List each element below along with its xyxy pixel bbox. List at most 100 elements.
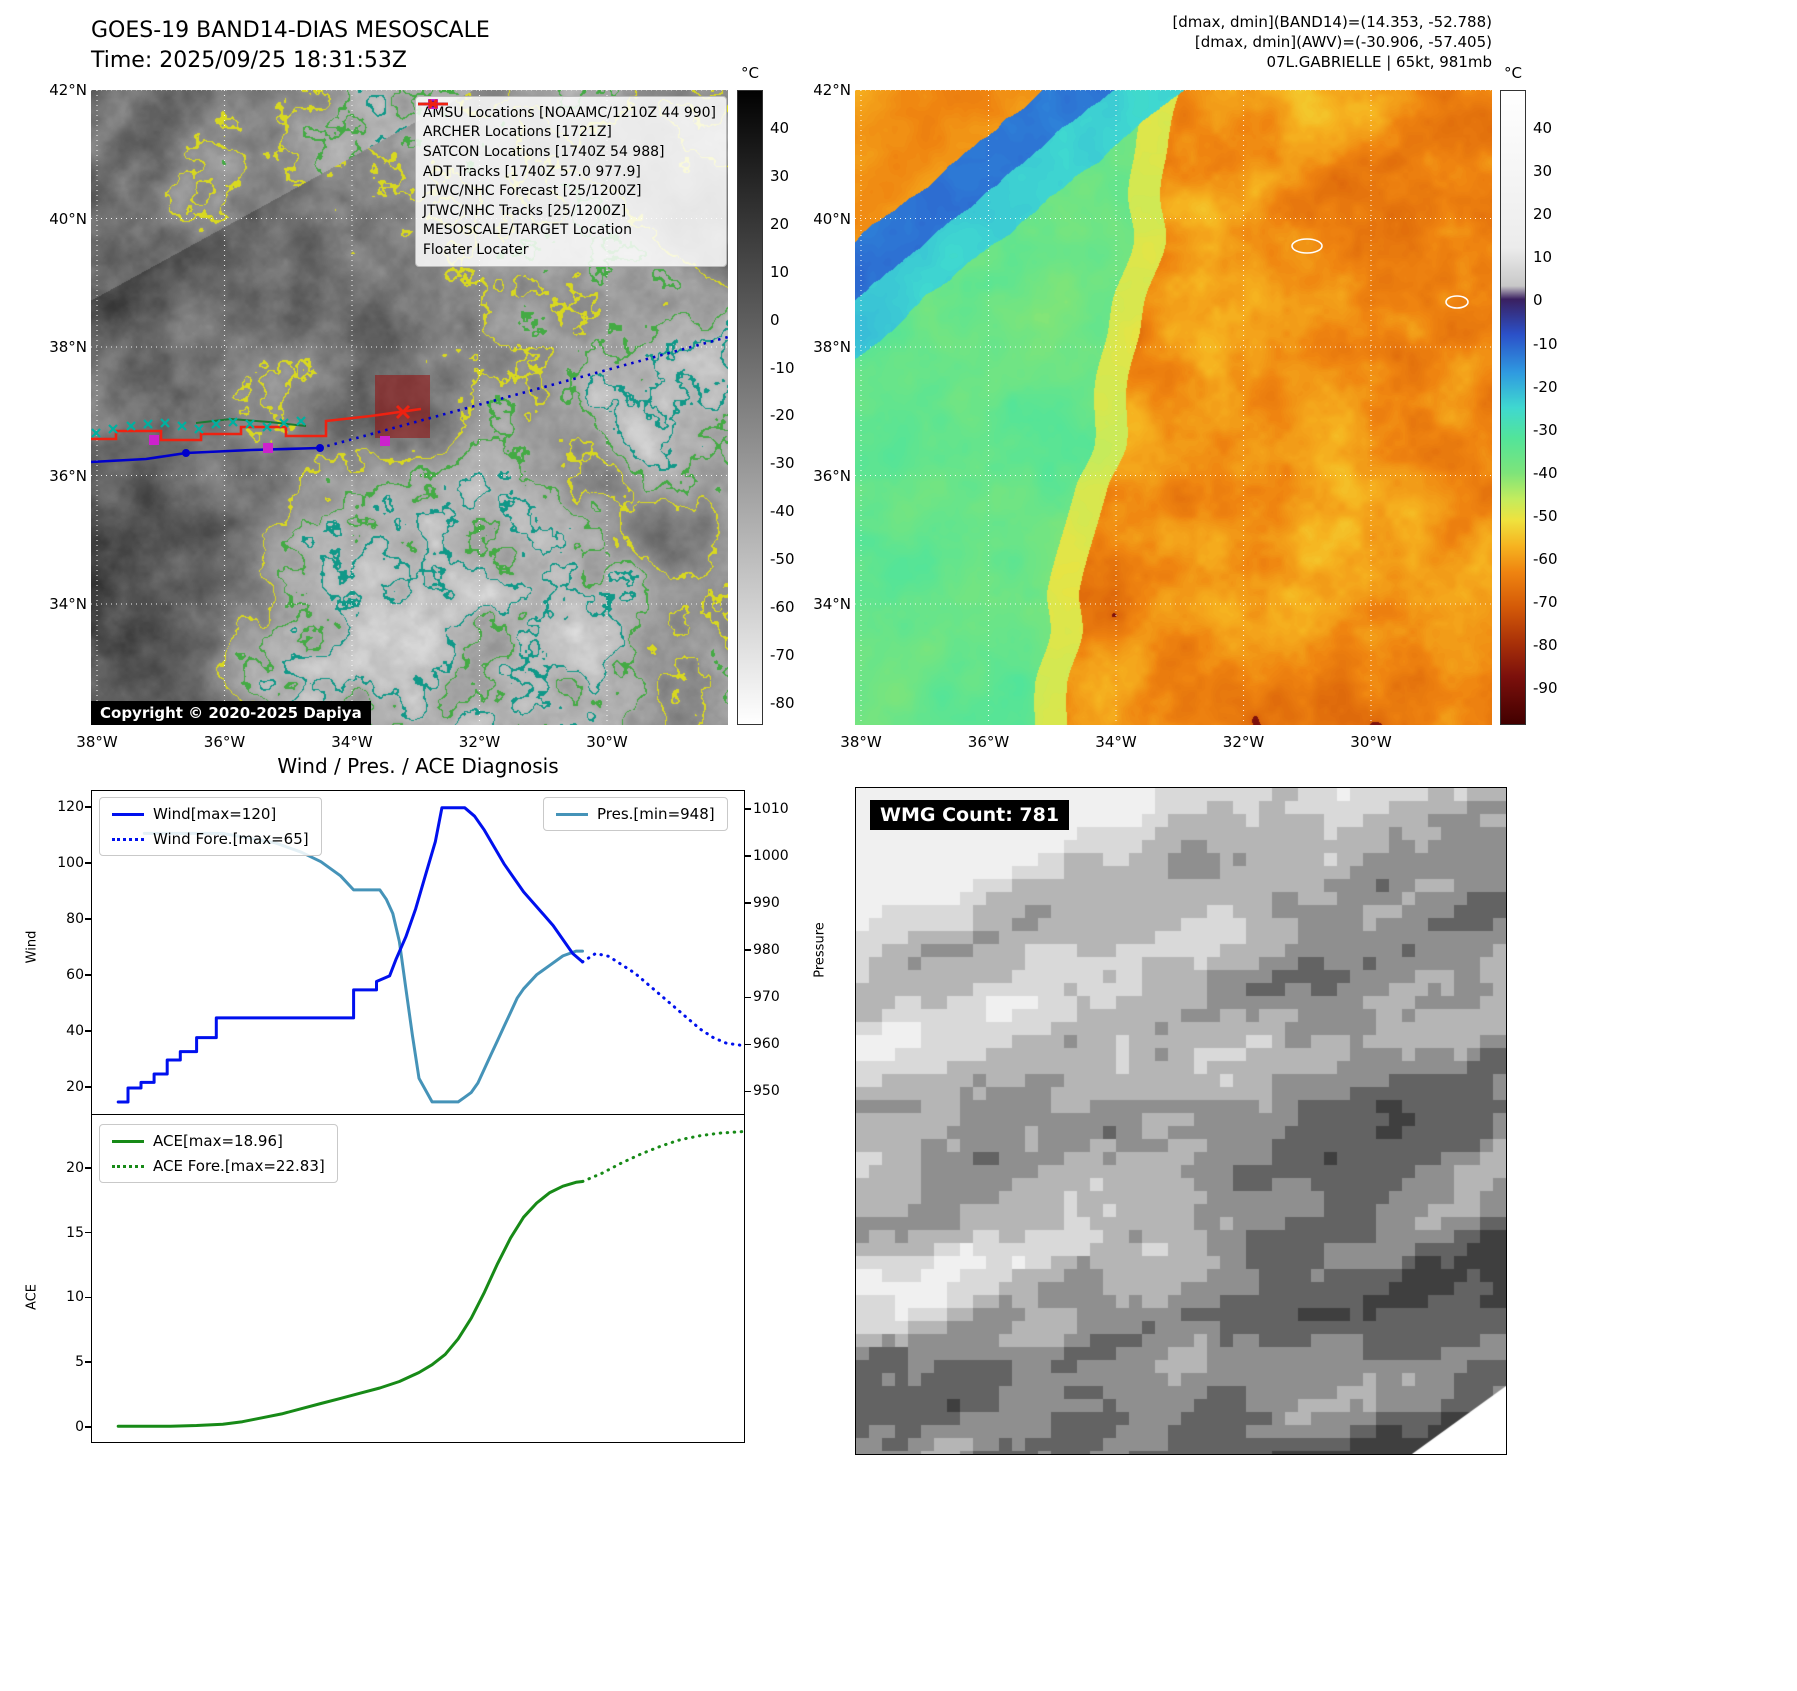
satcon-x-marker: [91, 428, 101, 438]
wind-forecast-line-sample-icon: [112, 837, 144, 841]
ace-fore-legend-label: ACE Fore.[max=22.83]: [153, 1157, 325, 1175]
awv-colorbar-tick-13: -90: [1533, 679, 1558, 698]
pressure-legend: Pres.[min=948]: [543, 797, 728, 831]
awv-colorbar-tick-0: 40: [1533, 119, 1553, 137]
ace-forecast-line-sample-icon: [112, 1164, 144, 1168]
pressure-ytickmark-5: [745, 855, 751, 857]
band14-map: AMSU Locations [NOAAMC/1210Z 44 990] ARCH…: [91, 90, 728, 725]
legend-item: AMSU Locations [NOAAMC/1210Z 44 990]: [422, 99, 716, 123]
awv-lon-tick-1: 36°W: [967, 733, 1010, 751]
band14-colorbar-unit: °C: [741, 64, 759, 82]
band14-lat-tick-2: 38°N: [49, 338, 87, 356]
pressure-ytick-4: 990: [753, 895, 780, 912]
awv-lat-tick-4: 34°N: [813, 595, 851, 613]
band14-colorbar-tick-10: -60: [770, 598, 795, 616]
band14-colorbar-tick-11: -70: [770, 645, 795, 664]
legend-item: ADT Tracks [1740Z 57.0 977.9]: [417, 102, 716, 182]
jtwc-track-line: [91, 446, 321, 464]
awv-colorbar-tick-5: -10: [1533, 334, 1558, 353]
ace-legend-row: ACE[max=18.96]: [112, 1132, 325, 1150]
band14-lat-tick-0: 42°N: [49, 81, 87, 99]
wind-fore-legend-label: Wind Fore.[max=65]: [153, 830, 309, 848]
wind-ytick-0: 20: [66, 1078, 84, 1095]
awv-overlay: [855, 90, 1492, 725]
band14-lon-tick-1: 36°W: [203, 733, 246, 751]
satcon-x-marker: [126, 421, 136, 431]
pressure-ytick-2: 970: [753, 989, 780, 1006]
wind-legend-row: Wind[max=120]: [112, 805, 309, 823]
pressure-ytick-5: 1000: [753, 847, 789, 864]
awv-lat-tick-3: 36°N: [813, 466, 851, 485]
legend-item-label: JTWC/NHC Forecast [25/1200Z]: [422, 183, 642, 200]
mesoscale-target-box: [375, 375, 430, 438]
band14-colorbar-tick-8: -40: [770, 502, 795, 521]
awv-colorbar-tick-11: -70: [1533, 593, 1558, 612]
wind-ytickmark-0: [85, 1086, 91, 1088]
legend-item-label: Floater Locater: [422, 241, 529, 258]
band14-lon-tick-2: 34°W: [331, 733, 373, 751]
amsu-square-marker: [149, 435, 159, 445]
pressure-ytick-1: 960: [753, 1036, 780, 1053]
awv-colorbar-tick-12: -80: [1533, 636, 1558, 655]
awv-lat-tick-2: 38°N: [813, 338, 851, 356]
legend-item-label: MESOSCALE/TARGET Location: [422, 222, 632, 239]
awv-colorbar-tick-9: -50: [1533, 506, 1558, 525]
satcon-x-marker: [160, 418, 170, 428]
amsu-square-marker: [263, 443, 273, 453]
pressure-ytickmark-2: [745, 996, 751, 998]
pressure-ytickmark-1: [745, 1043, 751, 1046]
band14-legend: AMSU Locations [NOAAMC/1210Z 44 990] ARCH…: [414, 96, 727, 267]
awv-colorbar-tick-8: -40: [1533, 463, 1558, 482]
ace-ytickmark-0: [85, 1426, 91, 1428]
awv-header-line-2: [dmax, dmin](AWV)=(-30.906, -57.405): [1194, 33, 1492, 51]
pressure-ytickmark-0: [745, 1090, 751, 1093]
legend-item-label: JTWC/NHC Tracks [25/1200Z]: [422, 202, 627, 219]
wind-ytickmark-3: [85, 918, 91, 920]
band14-title: GOES-19 BAND14-DIAS MESOSCALE: [91, 18, 490, 43]
amsu-square-marker: [380, 436, 390, 446]
awv-colorbar-tick-2: 20: [1533, 205, 1553, 224]
satcon-x-marker: [211, 419, 221, 429]
wmg-canvas: [856, 788, 1506, 1454]
band14-lon-tick-4: 30°W: [586, 733, 628, 751]
awv-header: [dmax, dmin](BAND14)=(14.353, -52.788) […: [1012, 12, 1492, 72]
wind-ytickmark-4: [85, 862, 91, 864]
satcon-x-marker: [296, 416, 306, 426]
ace-ytickmark-3: [85, 1232, 91, 1234]
ace-ytick-1: 5: [75, 1354, 84, 1371]
legend-item: Floater Locater: [417, 102, 716, 260]
pressure-ytickmark-4: [745, 902, 751, 904]
legend-item: MESOSCALE/TARGET Location: [422, 99, 716, 241]
series-line: [142, 831, 584, 1104]
pressure-ytickmark-3: [745, 949, 751, 951]
diagnosis-title: Wind / Pres. / ACE Diagnosis: [277, 754, 559, 778]
satcon-x-marker: [194, 424, 204, 434]
pressure-line-sample-icon: [556, 812, 588, 816]
legend-item-label: ARCHER Locations [1721Z]: [422, 124, 612, 141]
ace-plot: [116, 1130, 744, 1428]
band14-colorbar-tick-3: 10: [770, 262, 790, 281]
band14-colorbar-tick-7: -30: [770, 454, 795, 473]
awv-lon-tick-3: 32°W: [1222, 733, 1265, 751]
ace-legend-label: ACE[max=18.96]: [153, 1132, 283, 1150]
awv-canvas: [855, 90, 1492, 725]
satcon-x-marker: [228, 417, 238, 427]
jtwc-track-point: [182, 449, 190, 457]
legend-item: JTWC/NHC Tracks [25/1200Z]: [417, 100, 716, 221]
awv-lon-tick-2: 34°W: [1095, 733, 1137, 751]
band14-colorbar-tick-9: -50: [770, 550, 795, 569]
legend-item-label: AMSU Locations [NOAAMC/1210Z 44 990]: [422, 104, 716, 121]
satcon-x-marker: [279, 418, 289, 428]
band14-colorbar-tick-4: 0: [770, 310, 780, 329]
legend-red-line-icon: [417, 102, 448, 106]
wind-ytickmark-2: [85, 974, 91, 976]
ace-ytickmark-2: [85, 1296, 91, 1299]
satcon-x-marker: [177, 421, 187, 431]
awv-lat-tick-0: 42°N: [813, 81, 851, 99]
band14-lon-tick-3: 32°W: [458, 733, 501, 751]
wind-line-sample-icon: [112, 812, 144, 816]
band14-lat-tick-4: 34°N: [49, 595, 87, 613]
wind-legend: Wind[max=120] Wind Fore.[max=65]: [99, 797, 322, 856]
satcon-x-marker: [108, 424, 118, 434]
